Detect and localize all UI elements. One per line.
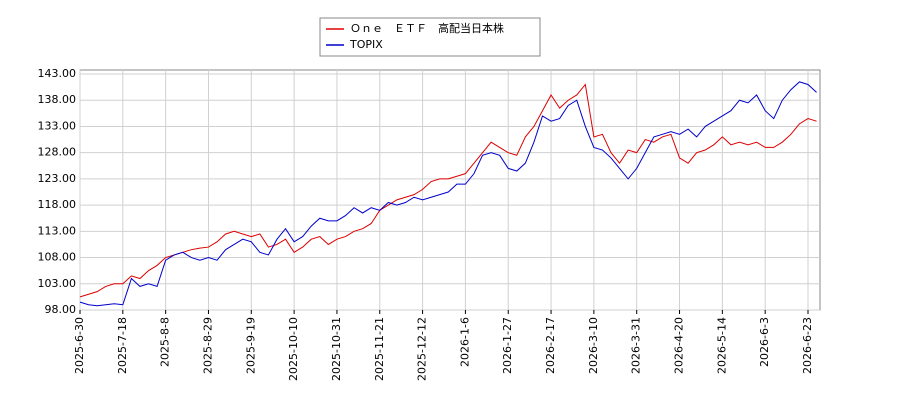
y-tick-label: 138.00 bbox=[38, 93, 77, 106]
x-tick-label: 2026-6-23 bbox=[801, 317, 814, 374]
y-tick-label: 98.00 bbox=[45, 303, 77, 316]
y-tick-label: 128.00 bbox=[38, 146, 77, 159]
x-tick-label: 2025-8-8 bbox=[159, 317, 172, 367]
y-tick-label: 108.00 bbox=[38, 251, 77, 264]
x-tick-label: 2026-1-6 bbox=[458, 317, 471, 367]
legend-label: TOPIX bbox=[349, 38, 383, 51]
x-tick-label: 2025-7-18 bbox=[116, 317, 129, 374]
y-tick-label: 133.00 bbox=[38, 119, 77, 132]
y-tick-label: 123.00 bbox=[38, 172, 77, 185]
x-tick-label: 2026-5-14 bbox=[715, 317, 728, 374]
x-tick-label: 2025-8-29 bbox=[201, 317, 214, 374]
legend: Ｏｎｅ ＥＴＦ 高配当日本株 TOPIX bbox=[319, 17, 541, 57]
y-tick-label: 113.00 bbox=[38, 224, 77, 237]
x-tick-label: 2025-9-19 bbox=[244, 317, 257, 374]
y-tick-label: 118.00 bbox=[38, 198, 77, 211]
legend-label: Ｏｎｅ ＥＴＦ 高配当日本株 bbox=[350, 21, 504, 35]
x-tick-label: 2025-11-21 bbox=[373, 317, 386, 381]
x-tick-label: 2026-4-20 bbox=[673, 317, 686, 374]
y-tick-label: 143.00 bbox=[38, 67, 77, 80]
series-line bbox=[79, 83, 817, 298]
x-tick-label: 2025-12-12 bbox=[416, 317, 429, 381]
x-tick-label: 2025-6-30 bbox=[73, 317, 86, 374]
x-tick-label: 2025-10-10 bbox=[287, 317, 300, 381]
x-tick-label: 2025-10-31 bbox=[330, 317, 343, 381]
x-tick-label: 2026-3-31 bbox=[630, 317, 643, 374]
x-tick-label: 2026-1-27 bbox=[501, 317, 514, 374]
y-tick-label: 103.00 bbox=[38, 277, 77, 290]
series-line bbox=[79, 81, 817, 307]
x-tick-label: 2026-6-3 bbox=[758, 317, 771, 367]
x-tick-label: 2026-3-10 bbox=[587, 317, 600, 374]
legend-box bbox=[319, 17, 541, 57]
x-tick-label: 2026-2-17 bbox=[544, 317, 557, 374]
